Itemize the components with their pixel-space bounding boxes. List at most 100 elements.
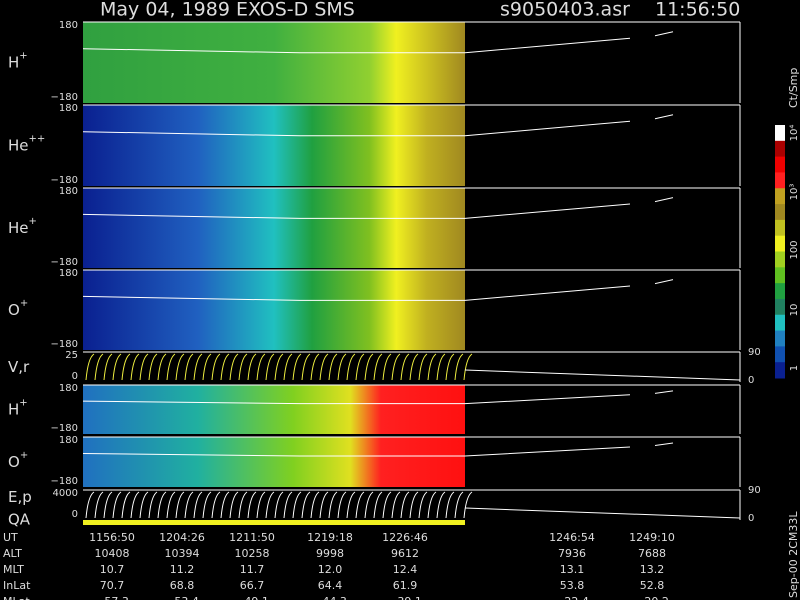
colorbar-label: 10³ — [789, 184, 800, 201]
colorbar-cell — [775, 283, 785, 300]
file: s9050403.asr — [500, 0, 630, 21]
trace — [654, 390, 674, 394]
tick-label: 180 — [59, 103, 78, 114]
panel-label: O+ — [8, 298, 28, 319]
qa-bar — [83, 520, 465, 525]
spectrogram — [83, 437, 465, 487]
label: H — [8, 53, 19, 71]
colorbar-cell — [775, 219, 785, 237]
ephemeris-cell: 1156:50 — [89, 531, 135, 544]
right-tick: 0 — [748, 513, 754, 524]
ephemeris-cell: 66.7 — [240, 579, 265, 592]
ephemeris-cell: 7688 — [638, 547, 666, 560]
label: He — [8, 219, 29, 237]
tick-label: −180 — [51, 257, 78, 268]
ephemeris-cell: 9612 — [391, 547, 419, 560]
ephemeris-cell: 1246:54 — [549, 531, 595, 544]
ephemeris-cell: 13.1 — [560, 563, 585, 576]
tick-label: −180 — [51, 92, 78, 103]
label: V,r — [8, 358, 30, 376]
ephemeris-cell: −22.4 — [555, 595, 589, 600]
colorbar-cell — [775, 251, 785, 268]
traces — [85, 491, 473, 519]
trace — [82, 203, 631, 219]
label: O — [8, 301, 20, 319]
tick-label: −180 — [51, 175, 78, 186]
title: May 04, 1989 EXOS-D SMS — [100, 0, 355, 21]
trace — [82, 120, 631, 137]
colorbar-unit: Ct/Smp — [787, 68, 800, 108]
ephemeris-cell: −39.1 — [388, 595, 422, 600]
colorbar-cell — [775, 330, 785, 347]
right-tick: 0 — [748, 375, 754, 386]
ephemeris-cell: 64.4 — [318, 579, 343, 592]
tick-label: 180 — [59, 20, 78, 31]
label: E,p — [8, 488, 32, 506]
tick-label: 180 — [59, 186, 78, 197]
ephemeris-cell: 10408 — [95, 547, 130, 560]
label: He — [8, 136, 29, 154]
trace — [654, 279, 674, 285]
colorbar-cell — [775, 204, 785, 221]
tick-label: 4000 — [53, 488, 78, 499]
panel-label: E,p — [8, 488, 32, 506]
label-sup: + — [29, 216, 37, 227]
ephemeris-cell: 68.8 — [170, 579, 195, 592]
label: O — [8, 453, 20, 471]
ephemeris-cell: MLT — [3, 563, 24, 576]
tick-label: −180 — [51, 423, 78, 434]
trace — [654, 442, 674, 446]
spectrogram — [83, 22, 465, 103]
label-sup: + — [20, 298, 28, 309]
label-sup: + — [19, 51, 27, 62]
qa-label: QA — [8, 511, 31, 529]
ephemeris-cell: 11.7 — [240, 563, 265, 576]
right-tick: 90 — [748, 485, 761, 496]
ephemeris-cell: 10258 — [235, 547, 270, 560]
ephemeris-cell: 53.8 — [560, 579, 585, 592]
tick-label: 180 — [59, 383, 78, 394]
panel-label: O+ — [8, 450, 28, 471]
ephemeris-cell: 11.2 — [170, 563, 195, 576]
panel-label: V,r — [8, 358, 30, 376]
panel-label: He++ — [8, 134, 45, 155]
tick-label: 0 — [72, 509, 78, 520]
ephemeris-cell: −44.3 — [313, 595, 347, 600]
colorbar-label: 100 — [789, 240, 800, 259]
tick-label: 25 — [65, 350, 78, 361]
colorbar-cell — [775, 298, 785, 316]
time: 11:56:50 — [655, 0, 740, 21]
colorbar-cell — [775, 267, 785, 284]
trace — [464, 507, 741, 519]
spectrogram — [83, 188, 465, 268]
spectrogram — [83, 105, 465, 186]
traces — [85, 353, 473, 381]
ephemeris-cell: InLat — [3, 579, 31, 592]
ephemeris-cell: 1226:46 — [382, 531, 428, 544]
ephemeris-cell: 1204:26 — [159, 531, 205, 544]
label-sup: ++ — [29, 134, 46, 145]
colorbar: Ct/Smp 10⁴ 10³ 100 10 1 — [775, 68, 800, 379]
colorbar-cell — [775, 188, 785, 205]
colorbar-label: 10⁴ — [789, 125, 800, 142]
tick-label: −180 — [51, 476, 78, 487]
colorbar-cell — [775, 172, 785, 189]
trace — [654, 197, 674, 203]
tick-label: 180 — [59, 268, 78, 279]
ephemeris-cell: UT — [3, 531, 18, 544]
spectrogram — [83, 270, 465, 350]
ephemeris-cell: 52.8 — [640, 579, 665, 592]
ephemeris-cell: 1249:10 — [629, 531, 675, 544]
ephemeris-cell: MLat — [3, 595, 30, 600]
panel-label: H+ — [8, 398, 28, 419]
tick-label: 180 — [59, 435, 78, 446]
ephemeris-cell: 13.2 — [640, 563, 665, 576]
ephemeris-cell: 1219:18 — [307, 531, 353, 544]
ephemeris-cell: 7936 — [558, 547, 586, 560]
label-sup: + — [20, 450, 28, 461]
ephemeris-cell: 10394 — [165, 547, 200, 560]
spectrogram — [83, 385, 465, 434]
colorbar-cell — [775, 125, 785, 142]
label-sup: + — [19, 398, 27, 409]
trace — [654, 114, 674, 120]
